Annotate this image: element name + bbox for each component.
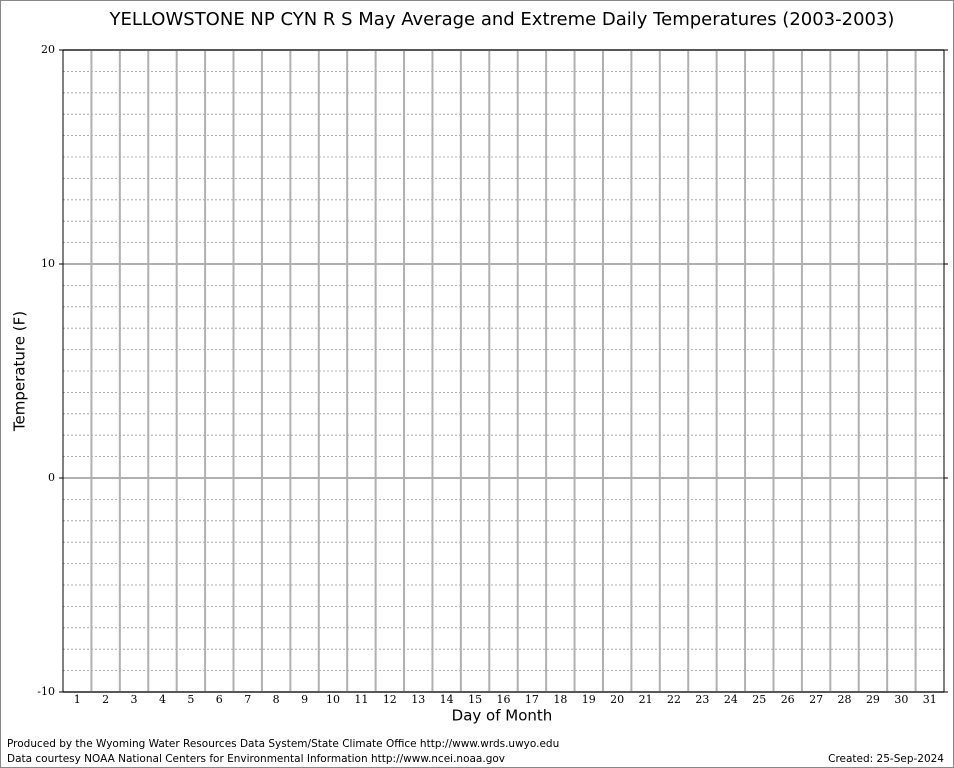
x-tick-label: 25 [752, 693, 766, 706]
x-tick-label: 14 [440, 693, 454, 706]
footer-note: Created: 25-Sep-2024 [828, 753, 944, 765]
x-tick-label: 8 [273, 693, 280, 706]
x-tick-label: 12 [383, 693, 397, 706]
x-axis-label: Day of Month [452, 707, 553, 725]
x-tick-label: 22 [667, 693, 681, 706]
x-tick-label: 10 [326, 693, 340, 706]
y-tick-label: 20 [41, 43, 55, 56]
x-tick-label: 21 [639, 693, 653, 706]
x-tick-label: 17 [525, 693, 539, 706]
x-tick-label: 6 [216, 693, 223, 706]
x-tick-label: 5 [187, 693, 194, 706]
y-tick-label: -10 [37, 685, 55, 698]
x-tick-label: 2 [102, 693, 109, 706]
x-tick-label: 20 [610, 693, 624, 706]
x-tick-label: 15 [468, 693, 482, 706]
x-tick-label: 9 [301, 693, 308, 706]
x-tick-label: 18 [553, 693, 567, 706]
footer-note: Produced by the Wyoming Water Resources … [7, 738, 559, 750]
x-tick-label: 16 [497, 693, 511, 706]
y-tick-label: 10 [41, 257, 55, 270]
x-tick-label: 27 [809, 693, 823, 706]
x-tick-label: 1 [74, 693, 81, 706]
footer-note: Data courtesy NOAA National Centers for … [7, 753, 505, 765]
x-tick-label: 24 [724, 693, 738, 706]
y-axis-label: Temperature (F) [11, 311, 29, 432]
x-tick-label: 28 [838, 693, 852, 706]
y-tick-label: 0 [48, 471, 55, 484]
x-tick-label: 31 [923, 693, 937, 706]
x-tick-label: 30 [894, 693, 908, 706]
chart-title: YELLOWSTONE NP CYN R S May Average and E… [109, 9, 895, 30]
x-tick-label: 7 [244, 693, 251, 706]
x-tick-label: 29 [866, 693, 880, 706]
x-tick-label: 3 [131, 693, 138, 706]
x-tick-label: 11 [354, 693, 368, 706]
plot-area [59, 49, 948, 693]
x-tick-label: 13 [411, 693, 425, 706]
plot-border [62, 49, 945, 693]
x-tick-label: 26 [781, 693, 795, 706]
x-tick-label: 23 [695, 693, 709, 706]
x-tick-label: 4 [159, 693, 166, 706]
x-tick-label: 19 [582, 693, 596, 706]
